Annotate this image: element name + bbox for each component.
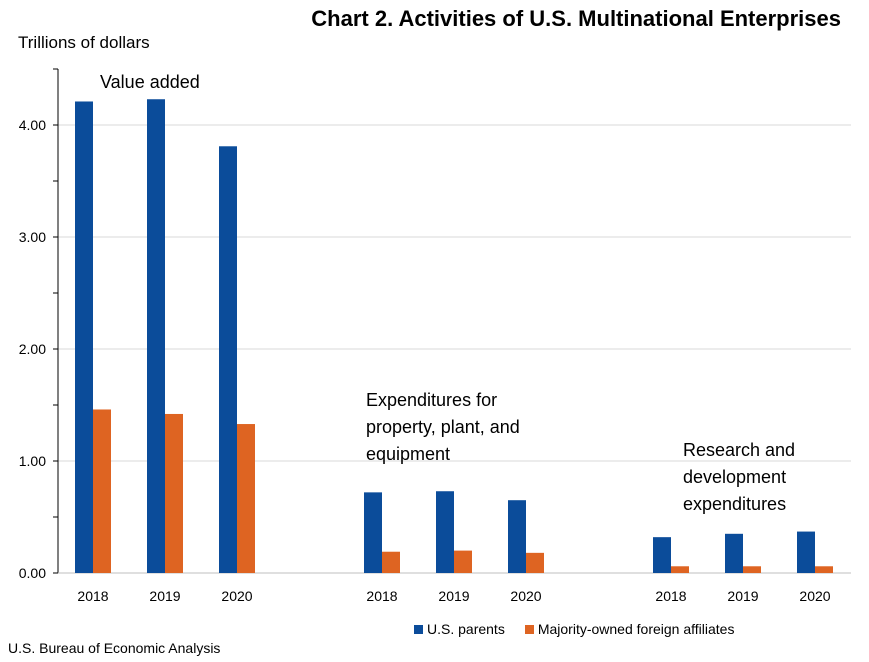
bar-affiliates bbox=[526, 552, 544, 573]
bar-affiliates bbox=[237, 424, 255, 573]
bar-affiliates bbox=[165, 413, 183, 573]
bar-us-parents bbox=[725, 533, 743, 573]
group-annotation: Expenditures for property, plant, and equi… bbox=[366, 390, 520, 464]
legend-swatch-us-parents bbox=[414, 624, 423, 634]
x-tick-label: 2018 bbox=[366, 588, 397, 604]
bar-affiliates bbox=[743, 566, 761, 573]
x-tick-label: 2018 bbox=[655, 588, 686, 604]
legend-label-us-parents: U.S. parents bbox=[427, 621, 505, 637]
y-tick-label: 0.00 bbox=[19, 565, 46, 581]
bar-us-parents bbox=[75, 101, 93, 573]
bar-affiliates bbox=[93, 409, 111, 573]
bar-us-parents bbox=[147, 99, 165, 574]
legend: U.S. parents Majority-owned foreign affi… bbox=[414, 621, 754, 637]
legend-item-affiliates: Majority-owned foreign affiliates bbox=[524, 621, 735, 637]
legend-item-us-parents: U.S. parents bbox=[414, 621, 505, 637]
x-tick-label: 2019 bbox=[727, 588, 758, 604]
chart-title: Chart 2. Activities of U.S. Multinationa… bbox=[311, 6, 841, 31]
bar-us-parents bbox=[508, 500, 526, 573]
y-tick-label: 2.00 bbox=[19, 341, 46, 357]
legend-swatch-affiliates bbox=[524, 624, 534, 634]
bar-us-parents bbox=[364, 492, 382, 573]
bar-us-parents bbox=[219, 146, 237, 573]
x-tick-label: 2020 bbox=[221, 588, 252, 604]
y-tick-label: 3.00 bbox=[19, 229, 46, 245]
x-tick-label: 2020 bbox=[510, 588, 541, 604]
bar-affiliates bbox=[382, 551, 400, 573]
x-tick-label: 2018 bbox=[77, 588, 108, 604]
bar-us-parents bbox=[797, 531, 815, 573]
y-tick-label: 1.00 bbox=[19, 453, 46, 469]
legend-label-affiliates: Majority-owned foreign affiliates bbox=[537, 621, 735, 637]
group-annotation: Value added bbox=[100, 72, 200, 92]
x-tick-label: 2019 bbox=[149, 588, 180, 604]
bar-us-parents bbox=[436, 491, 454, 573]
bar-affiliates bbox=[815, 566, 833, 573]
x-tick-label: 2020 bbox=[799, 588, 830, 604]
group-annotation: Research and development expenditures bbox=[683, 440, 795, 514]
y-axis-label: Trillions of dollars bbox=[18, 33, 150, 52]
x-tick-label: 2019 bbox=[438, 588, 469, 604]
bar-affiliates bbox=[671, 566, 689, 573]
bar-affiliates bbox=[454, 550, 472, 573]
y-tick-label: 4.00 bbox=[19, 117, 46, 133]
source-note: U.S. Bureau of Economic Analysis bbox=[8, 640, 221, 656]
bar-us-parents bbox=[653, 537, 671, 573]
